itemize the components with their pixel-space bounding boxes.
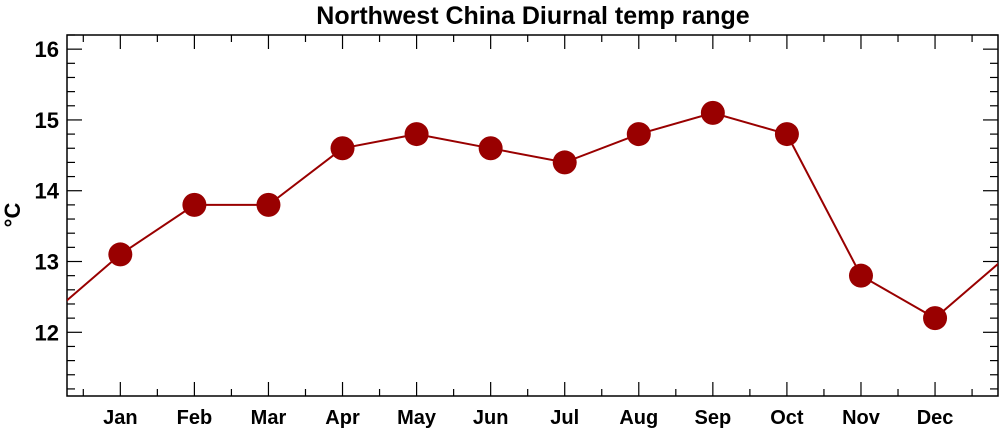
axes [66,34,999,397]
x-tick-label: Apr [325,407,360,429]
data-point [404,122,429,147]
x-tick-label: Aug [619,407,658,429]
y-tick-label: 16 [35,37,59,62]
data-point [700,100,725,125]
data-point [182,192,207,217]
series-line [67,111,998,320]
x-tick-label: Sep [695,407,732,429]
data-point [774,122,799,147]
x-tick-label: Jan [103,407,137,429]
x-tick-label: Jun [473,407,509,429]
plot-frame [66,34,999,397]
data-point [478,136,503,161]
x-tick-label: Mar [251,407,287,429]
x-tick-label: Feb [177,407,213,429]
y-axis-label: °C [0,203,25,228]
x-tick-label: Jul [550,407,579,429]
series [67,100,998,331]
data-point [923,306,948,331]
y-tick-label: 13 [35,250,59,275]
x-tick-label: Dec [917,407,954,429]
tick-labels: 12 13 14 15 16 Jan Feb Mar Apr May Jun Jul Aug Sep Oct… [35,37,954,429]
data-point [848,263,873,288]
y-tick-label: 15 [35,108,59,133]
x-tick-label: Oct [770,407,804,429]
y-tick-label: 14 [35,179,60,204]
chart-title: Northwest China Diurnal temp range [316,2,749,30]
x-tick-label: May [397,407,437,429]
data-point [330,136,355,161]
x-tick-label: Nov [842,407,881,429]
y-tick-label: 12 [35,320,59,345]
data-point [552,150,577,175]
data-point [108,242,133,267]
data-point [256,192,281,217]
data-point [626,122,651,147]
